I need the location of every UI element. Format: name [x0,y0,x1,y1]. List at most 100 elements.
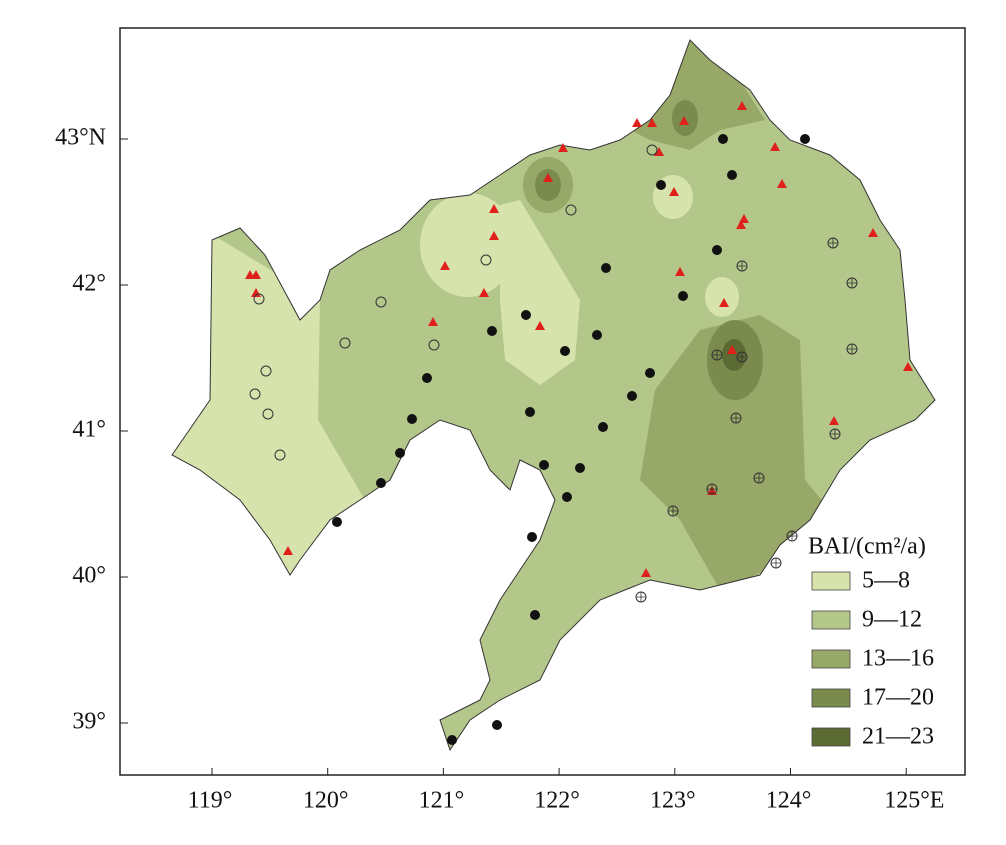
x-tick-label: 122° [534,788,580,814]
x-tick-label: 120° [303,788,349,814]
site-triangle [641,568,651,577]
site-dot [800,134,810,144]
site-cross-mark [847,344,857,354]
site-dot [560,346,570,356]
zone-13-16 [640,315,830,590]
legend-swatch [811,649,851,669]
site-triangle [777,179,787,188]
site-cross-mark [830,429,840,439]
site-triangle [719,298,729,307]
zone-5-8 [500,200,580,385]
x-tick-label: 123° [650,788,696,814]
site-triangle [632,118,642,127]
site-dot [492,720,502,730]
site-triangle [669,187,679,196]
site-open [375,296,387,308]
site-triangle [736,220,746,229]
site-dot [395,448,405,458]
site-cross-mark [707,484,717,494]
site-dot [447,735,457,745]
x-tick-label: 125°E [884,788,944,814]
site-open [260,365,272,377]
site-cross-mark [787,531,797,541]
site-dot [530,610,540,620]
site-open [480,254,492,266]
site-triangle [770,142,780,151]
zone-17-20 [535,169,561,201]
y-tick-label: 39° [72,709,106,735]
legend-label: 5—8 [862,568,910,594]
legend-swatch [811,610,851,630]
legend-title: BAI/(cm²/a) [808,534,926,560]
site-triangle [543,173,553,182]
zone-21-23 [722,339,746,371]
site-cross-mark [754,473,764,483]
site-triangle [489,231,499,240]
site-triangle [829,416,839,425]
frame [119,27,966,776]
site-triangle [647,118,657,127]
site-open [249,388,261,400]
site-triangle [535,321,545,330]
site-triangle [251,288,261,297]
legend-swatch [811,688,851,708]
site-dot [656,180,666,190]
legend-label: 21—23 [862,724,934,750]
site-cross-mark [828,238,838,248]
site-cross-mark [712,350,722,360]
site-open [262,408,274,420]
site-dot [332,517,342,527]
site-triangle [489,204,499,213]
zone-13-16 [630,40,765,150]
site-triangle [727,345,737,354]
site-cross-mark [771,558,781,568]
site-dot [525,407,535,417]
site-triangle [283,546,293,555]
x-tick-label: 121° [419,788,465,814]
legend-label: 9—12 [862,607,922,633]
site-open [428,339,440,351]
site-dot [712,245,722,255]
site-dot [422,373,432,383]
y-tick-label: 42° [72,271,106,297]
site-dot [376,478,386,488]
site-triangle [251,270,261,279]
site-triangle [479,288,489,297]
zone-5-8 [705,277,739,317]
legend-label: 13—16 [862,646,934,672]
site-dot [539,460,549,470]
x-tick-label: 119° [188,788,233,814]
y-tick-label: 41° [72,417,106,443]
site-dot [727,170,737,180]
legend-swatch [811,571,851,591]
site-cross-mark [668,506,678,516]
site-cross-mark [731,413,741,423]
site-cross-mark [636,592,646,602]
site-dot [521,310,531,320]
site-dot [598,422,608,432]
site-cross-mark [737,261,747,271]
site-dot [407,414,417,424]
site-dot [575,463,585,473]
x-tick-label: 124° [766,788,812,814]
site-dot [527,532,537,542]
site-open [646,144,658,156]
site-cross-mark [737,352,747,362]
site-triangle [558,143,568,152]
site-open [565,204,577,216]
legend-label: 17—20 [862,685,934,711]
zone-5-8 [420,193,516,297]
y-tick-label: 43°N [55,125,106,151]
site-cross-mark [847,278,857,288]
site-dot [678,291,688,301]
site-triangle [737,101,747,110]
site-open [274,449,286,461]
site-triangle [739,214,749,223]
site-dot [592,330,602,340]
site-open [253,293,265,305]
site-triangle [679,116,689,125]
site-triangle [675,267,685,276]
site-dot [487,326,497,336]
y-tick-label: 40° [72,563,106,589]
